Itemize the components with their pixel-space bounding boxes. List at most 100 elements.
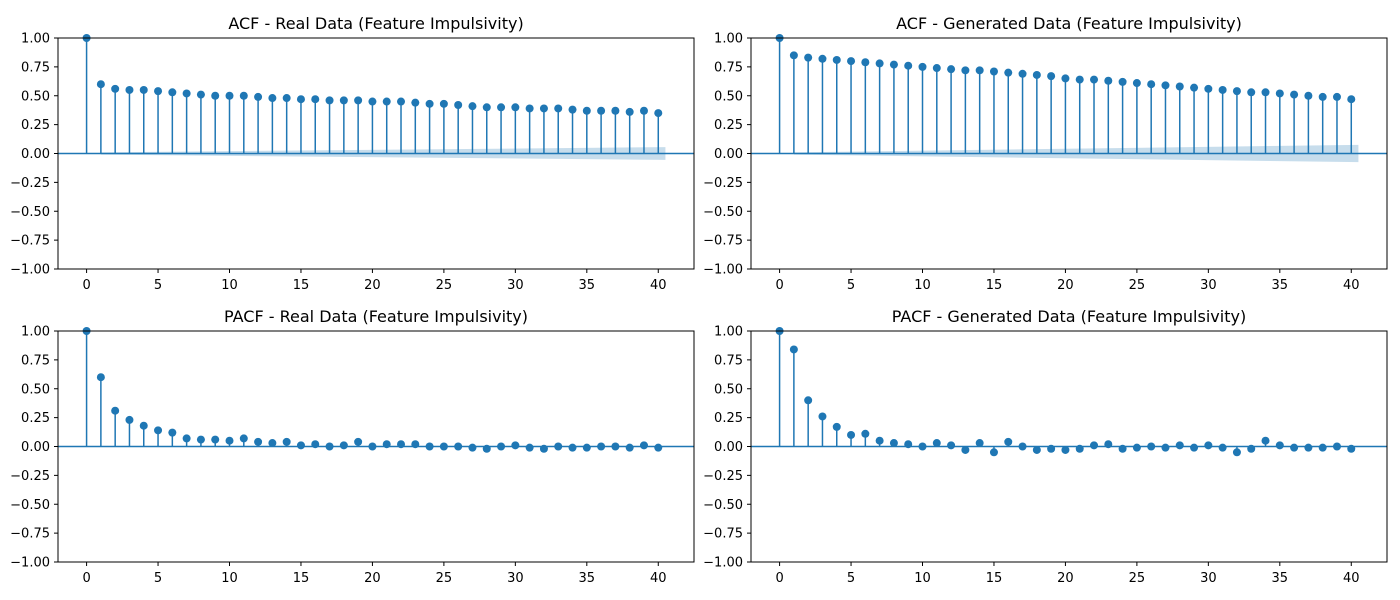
data-point (425, 442, 434, 451)
data-point (1032, 445, 1041, 454)
data-point (1090, 75, 1099, 84)
data-point (789, 345, 798, 354)
y-tick-label: 0.75 (714, 353, 743, 368)
data-point (904, 61, 913, 70)
data-point (1161, 443, 1170, 452)
x-tick-label: 10 (221, 278, 238, 293)
data-point (1261, 436, 1270, 445)
data-point (296, 441, 305, 450)
data-point (497, 103, 506, 112)
data-point (1332, 92, 1341, 101)
data-point (1175, 82, 1184, 91)
data-point (539, 444, 548, 453)
data-point (582, 443, 591, 452)
data-point (254, 92, 263, 101)
y-tick-label: −0.75 (10, 234, 50, 249)
data-point (1032, 70, 1041, 79)
y-tick-label: 0.50 (714, 89, 743, 104)
y-tick-label: −1.00 (703, 556, 743, 571)
y-tick-label: 0.75 (714, 60, 743, 75)
y-tick-label: −0.50 (10, 498, 50, 513)
y-tick-label: 0.50 (714, 382, 743, 397)
x-tick-label: 30 (1200, 571, 1217, 586)
x-tick-label: 15 (986, 571, 1003, 586)
data-point (411, 98, 420, 107)
data-point (325, 96, 334, 105)
data-point (482, 103, 491, 112)
data-point (1061, 445, 1070, 454)
data-point (525, 104, 534, 113)
data-point (139, 85, 148, 94)
y-tick-label: 0.25 (21, 411, 50, 426)
data-point (1132, 79, 1141, 88)
x-tick-label: 25 (1129, 278, 1146, 293)
data-point (918, 442, 927, 451)
y-tick-label: 0.50 (21, 89, 50, 104)
data-point (1247, 444, 1256, 453)
chart-panel-2: ACF - Generated Data (Feature Impulsivit… (703, 14, 1388, 293)
y-tick-label: −0.75 (703, 527, 743, 542)
data-point (111, 406, 120, 415)
data-point (847, 57, 856, 66)
data-point (482, 444, 491, 453)
data-point (1047, 72, 1056, 81)
data-point (539, 104, 548, 113)
data-point (397, 97, 406, 106)
data-point (125, 415, 134, 424)
x-tick-label: 20 (364, 571, 381, 586)
data-point (254, 437, 263, 446)
data-point (1190, 83, 1199, 92)
x-tick-label: 15 (293, 278, 310, 293)
data-point (325, 442, 334, 451)
data-point (889, 60, 898, 69)
y-tick-label: −0.25 (10, 176, 50, 191)
data-point (904, 440, 913, 449)
data-point (1347, 444, 1356, 453)
data-point (1175, 441, 1184, 450)
data-point (1218, 85, 1227, 94)
data-point (296, 95, 305, 104)
data-point (168, 428, 177, 437)
data-point (639, 441, 648, 450)
data-point (947, 65, 956, 74)
data-point (196, 90, 205, 99)
y-tick-label: −0.50 (703, 498, 743, 513)
data-point (611, 442, 620, 451)
x-tick-label: 35 (579, 278, 596, 293)
data-point (439, 442, 448, 451)
x-tick-label: 5 (847, 571, 855, 586)
x-tick-label: 10 (221, 571, 238, 586)
data-point (947, 441, 956, 450)
data-point (1075, 75, 1084, 84)
data-point (397, 440, 406, 449)
chart-panel-4: PACF - Generated Data (Feature Impulsivi… (703, 307, 1388, 586)
data-point (1147, 80, 1156, 89)
chart-title: PACF - Real Data (Feature Impulsivity) (224, 307, 528, 326)
y-tick-label: 0.50 (21, 382, 50, 397)
data-point (354, 437, 363, 446)
chart-panel-1: ACF - Real Data (Feature Impulsivity) 1.0… (10, 14, 695, 293)
data-point (1132, 443, 1141, 452)
x-tick-label: 25 (1129, 571, 1146, 586)
data-point (382, 97, 391, 106)
data-point (425, 99, 434, 108)
data-point (639, 106, 648, 115)
data-point (818, 54, 827, 63)
data-point (1104, 76, 1113, 85)
data-point (975, 439, 984, 448)
data-point (989, 67, 998, 76)
x-tick-label: 35 (1272, 278, 1289, 293)
data-point (225, 436, 234, 445)
y-tick-label: −0.50 (10, 205, 50, 220)
y-tick-label: −0.25 (703, 469, 743, 484)
data-point (468, 102, 477, 111)
data-point (268, 439, 277, 448)
data-point (1304, 443, 1313, 452)
x-tick-label: 25 (436, 278, 453, 293)
data-point (654, 109, 663, 118)
data-point (339, 441, 348, 450)
data-point (1318, 92, 1327, 101)
data-point (1018, 442, 1027, 451)
data-point (139, 421, 148, 430)
data-point (454, 100, 463, 109)
